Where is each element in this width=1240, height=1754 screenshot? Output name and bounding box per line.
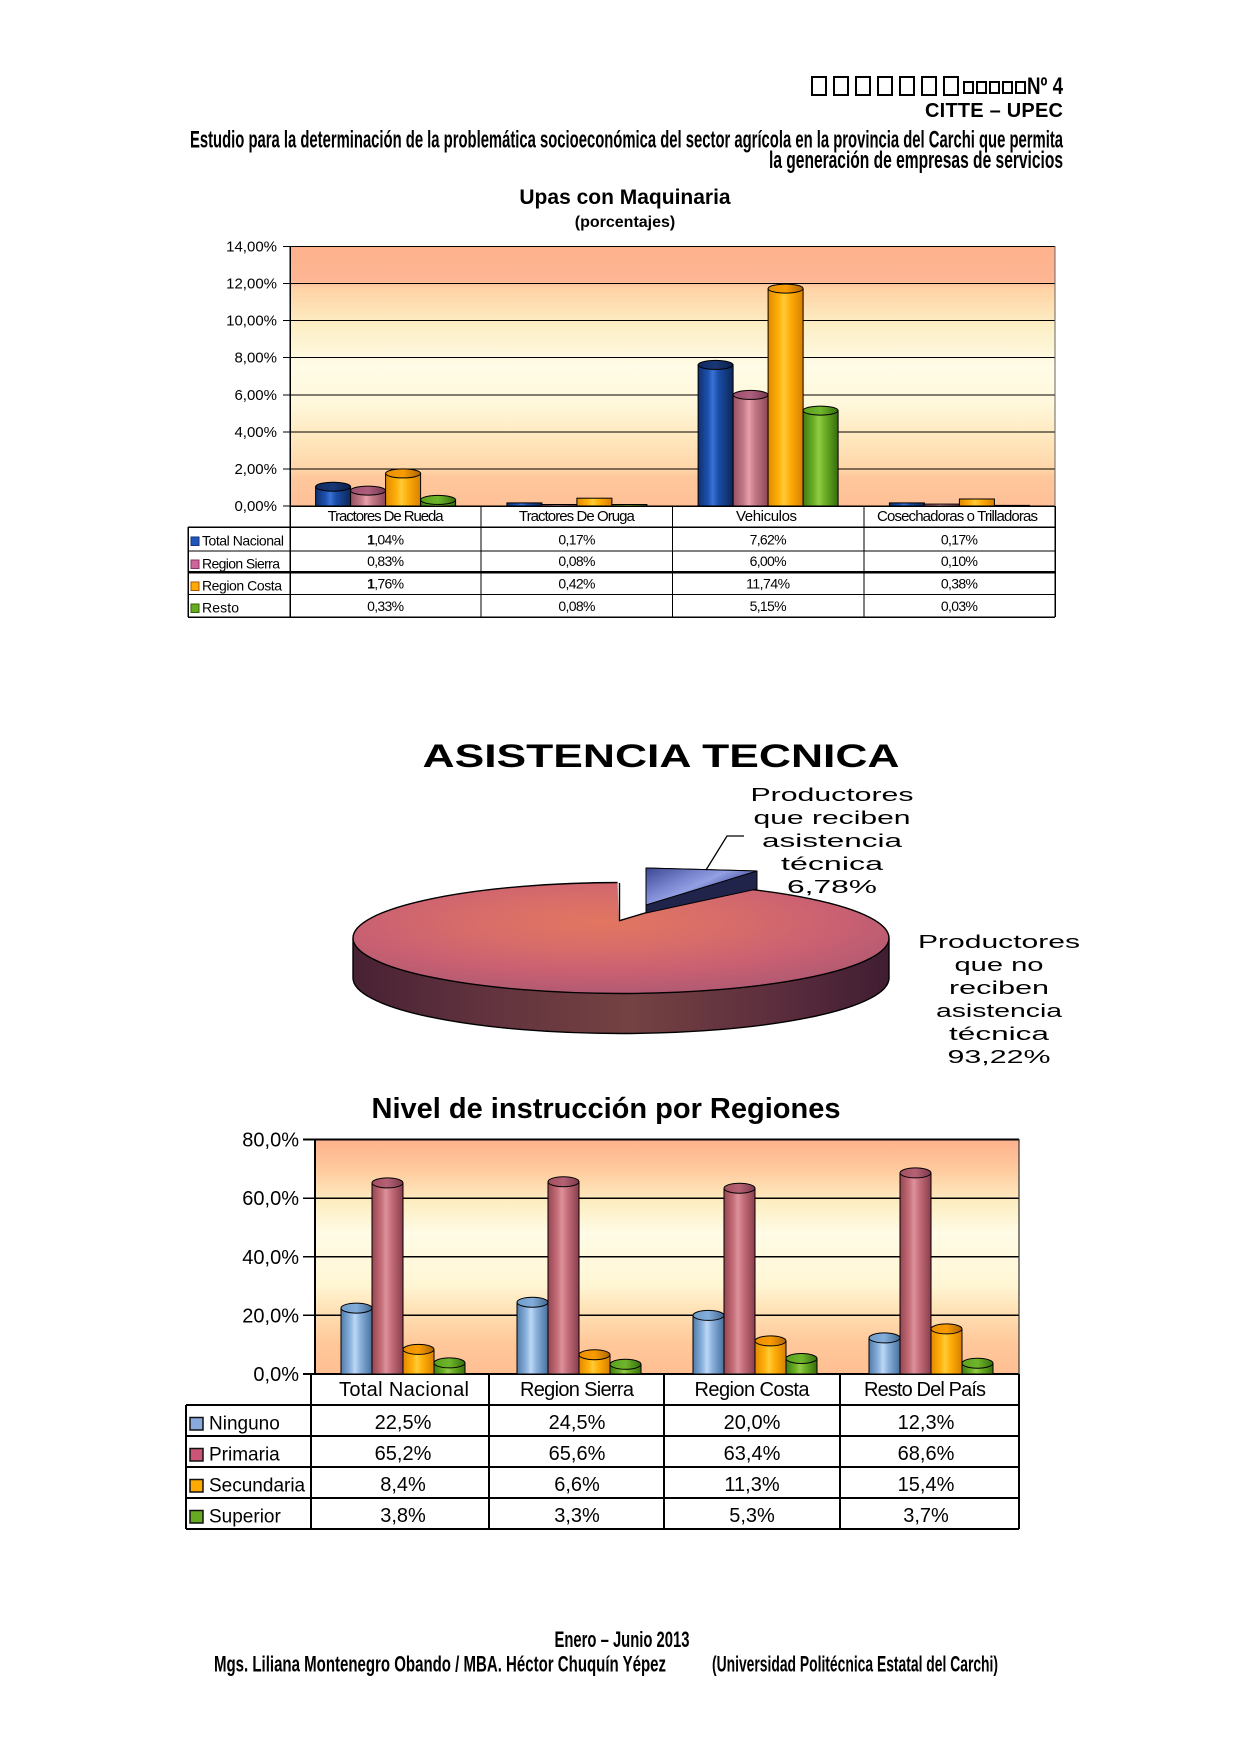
svg-text:0,17%: 0,17%	[941, 532, 978, 548]
svg-text:1,04%: 1,04%	[367, 532, 404, 548]
svg-text:11,74%: 11,74%	[746, 576, 790, 592]
svg-text:6,6%: 6,6%	[554, 1474, 600, 1496]
svg-text:Region Sierra: Region Sierra	[202, 556, 280, 572]
svg-text:la generación de empresas de s: la generación de empresas de servicios	[769, 147, 1063, 174]
svg-text:3,8%: 3,8%	[380, 1505, 426, 1527]
svg-text:Productores: Productores	[918, 932, 1080, 952]
svg-text:0,83%: 0,83%	[367, 553, 404, 569]
svg-text:Nº 4: Nº 4	[1027, 73, 1064, 100]
svg-text:técnica: técnica	[949, 1024, 1051, 1044]
svg-text:4,00%: 4,00%	[234, 424, 277, 441]
svg-text:68,6%: 68,6%	[898, 1443, 955, 1465]
svg-text:CITTE – UPEC: CITTE – UPEC	[925, 100, 1063, 122]
svg-text:0,33%: 0,33%	[367, 598, 404, 614]
svg-text:Region Sierra: Region Sierra	[520, 1379, 635, 1401]
svg-text:Region Costa: Region Costa	[202, 578, 282, 594]
svg-text:3,7%: 3,7%	[903, 1505, 949, 1527]
svg-text:Tractores De Rueda: Tractores De Rueda	[328, 508, 445, 525]
svg-text:asistencia: asistencia	[936, 1001, 1064, 1021]
svg-text:(Universidad Politécnica Estat: (Universidad Politécnica Estatal del Car…	[712, 1652, 998, 1677]
svg-text:técnica: técnica	[781, 854, 885, 874]
svg-text:Cosechadoras o Trilladoras: Cosechadoras o Trilladoras	[877, 508, 1038, 525]
svg-text:0,0%: 0,0%	[253, 1364, 299, 1386]
svg-text:60,0%: 60,0%	[242, 1188, 299, 1210]
svg-text:80,0%: 80,0%	[242, 1130, 299, 1152]
svg-text:Total Nacional: Total Nacional	[202, 533, 284, 549]
svg-text:6,78%: 6,78%	[787, 877, 877, 897]
svg-text:Region Costa: Region Costa	[695, 1379, 811, 1401]
svg-text:20,0%: 20,0%	[242, 1305, 299, 1327]
svg-text:1,76%: 1,76%	[367, 576, 404, 592]
svg-text:14,00%: 14,00%	[226, 239, 277, 256]
svg-text:8,4%: 8,4%	[380, 1474, 426, 1496]
svg-text:0,42%: 0,42%	[558, 576, 595, 592]
svg-text:63,4%: 63,4%	[724, 1443, 781, 1465]
svg-text:7,62%: 7,62%	[750, 532, 787, 548]
svg-text:Nivel de instrucción por Regio: Nivel de instrucción por Regiones	[372, 1093, 841, 1125]
svg-text:12,3%: 12,3%	[898, 1412, 955, 1434]
svg-text:Ninguno: Ninguno	[209, 1414, 280, 1435]
svg-text:Productores: Productores	[751, 785, 914, 805]
svg-text:5,3%: 5,3%	[729, 1505, 775, 1527]
svg-text:93,22%: 93,22%	[948, 1047, 1051, 1067]
svg-text:que reciben: que reciben	[754, 808, 911, 828]
svg-text:reciben: reciben	[949, 978, 1049, 998]
svg-text:que no: que no	[955, 955, 1044, 975]
svg-text:0,00%: 0,00%	[234, 498, 277, 515]
svg-text:Superior: Superior	[209, 1507, 281, 1528]
svg-text:Total Nacional: Total Nacional	[339, 1379, 469, 1401]
svg-text:0,38%: 0,38%	[941, 576, 978, 592]
svg-text:12,00%: 12,00%	[226, 276, 277, 293]
svg-text:22,5%: 22,5%	[375, 1412, 432, 1434]
svg-text:Resto: Resto	[202, 600, 239, 616]
svg-text:2,00%: 2,00%	[234, 461, 277, 478]
svg-text:Vehiculos: Vehiculos	[736, 508, 797, 525]
svg-text:0,08%: 0,08%	[558, 598, 595, 614]
svg-text:3,3%: 3,3%	[554, 1505, 600, 1527]
svg-text:65,2%: 65,2%	[375, 1443, 432, 1465]
svg-text:40,0%: 40,0%	[242, 1247, 299, 1269]
svg-text:Estudio para la determinación: Estudio para la determinación de la prob…	[190, 127, 1063, 154]
svg-text:Tractores De Oruga: Tractores De Oruga	[519, 508, 636, 525]
svg-text:Secundaria: Secundaria	[209, 1476, 306, 1497]
svg-text:asistencia: asistencia	[762, 831, 904, 851]
svg-text:0,08%: 0,08%	[558, 553, 595, 569]
svg-text:10,00%: 10,00%	[226, 313, 277, 330]
svg-text:Upas con Maquinaria: Upas con Maquinaria	[519, 186, 731, 209]
svg-text:Resto Del País: Resto Del País	[864, 1379, 986, 1401]
svg-text:ASISTENCIA TECNICA: ASISTENCIA TECNICA	[423, 738, 900, 774]
svg-text:6,00%: 6,00%	[234, 387, 277, 404]
svg-text:20,0%: 20,0%	[724, 1412, 781, 1434]
svg-text:0,10%: 0,10%	[941, 553, 978, 569]
svg-text:8,00%: 8,00%	[234, 350, 277, 367]
svg-text:Enero – Junio 2013: Enero – Junio 2013	[555, 1627, 690, 1652]
svg-text:Primaria: Primaria	[209, 1445, 280, 1466]
svg-text:0,03%: 0,03%	[941, 598, 978, 614]
svg-text:(porcentajes): (porcentajes)	[575, 214, 675, 231]
svg-text:6,00%: 6,00%	[750, 553, 787, 569]
svg-text:15,4%: 15,4%	[898, 1474, 955, 1496]
svg-text:5,15%: 5,15%	[750, 598, 787, 614]
svg-text:11,3%: 11,3%	[724, 1474, 779, 1496]
svg-text:24,5%: 24,5%	[549, 1412, 606, 1434]
svg-text:0,17%: 0,17%	[558, 532, 595, 548]
svg-text:65,6%: 65,6%	[549, 1443, 606, 1465]
svg-text:Mgs. Liliana Montenegro Obando: Mgs. Liliana Montenegro Obando / MBA. Hé…	[214, 1652, 666, 1677]
